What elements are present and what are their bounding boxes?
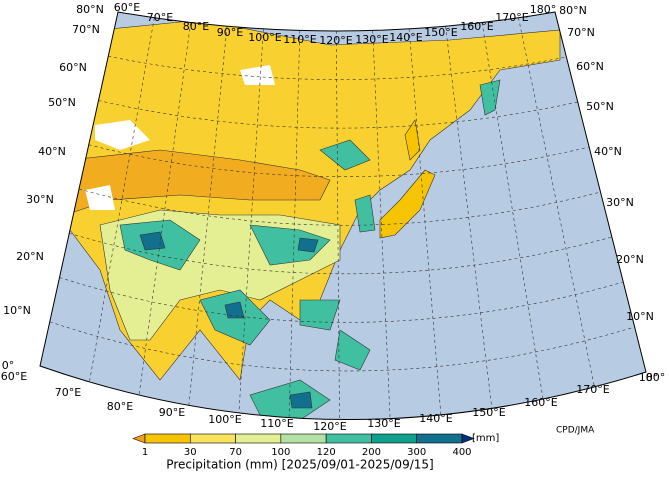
parallel <box>108 55 567 80</box>
lat-label: 60°N <box>576 60 604 73</box>
parallel <box>98 100 578 129</box>
lon-label: 160°E <box>460 20 493 33</box>
lon-label: 140°E <box>419 412 452 425</box>
colorbar-tick-label: 300 <box>407 447 426 458</box>
colorbar-tick-label: 200 <box>362 447 381 458</box>
lat-label: 50°N <box>48 96 76 109</box>
lat-label: 0° <box>2 359 15 372</box>
lon-label: 120°E <box>313 420 346 433</box>
colorbar-tick-label: 1 <box>142 447 148 458</box>
islands <box>354 79 501 233</box>
colorbar-swatch <box>144 433 191 444</box>
colorbar-tick-label: 400 <box>452 447 471 458</box>
lon-label: 80°E <box>107 400 133 413</box>
colorbar-swatch <box>280 433 327 444</box>
lat-label: 10°N <box>626 310 654 323</box>
parallel <box>49 321 635 372</box>
colorbar-swatch <box>325 433 372 444</box>
meridian <box>335 30 340 420</box>
lat-label: 60°N <box>59 61 87 74</box>
lon-label: 90°E <box>217 26 243 39</box>
lat-label: 80°N <box>76 3 104 16</box>
lon-label: 120°E <box>319 34 352 47</box>
lon-label: 70°E <box>55 386 81 399</box>
lon-label: 180° <box>639 371 666 384</box>
lon-label: 150°E <box>424 26 457 39</box>
meridian <box>138 22 191 396</box>
lon-label: 110°E <box>283 33 316 46</box>
meridian <box>89 17 155 382</box>
colorbar-swatch <box>416 433 463 444</box>
lon-label: 150°E <box>472 406 505 419</box>
colorbar-tick-label: 70 <box>229 447 242 458</box>
parallel <box>78 188 601 226</box>
lon-label: 100°E <box>248 31 281 44</box>
lon-label: 90°E <box>159 406 185 419</box>
lon-label: 70°E <box>147 11 173 24</box>
parallel <box>59 277 624 323</box>
lat-label: 70°N <box>72 23 100 36</box>
land-very-wet <box>119 139 371 420</box>
lon-label: 130°E <box>355 33 388 46</box>
land-wettest <box>139 231 319 409</box>
lon-label: 100°E <box>208 413 241 426</box>
meridian <box>372 30 391 419</box>
land-layer <box>59 19 561 420</box>
colorbar-tick-label: 30 <box>184 447 197 458</box>
lat-label: 30°N <box>26 193 54 206</box>
colorbar-swatch <box>189 433 236 444</box>
lat-label: 20°N <box>16 250 44 263</box>
lat-label: 30°N <box>606 196 634 209</box>
lat-label: 70°N <box>567 26 595 39</box>
lon-label: 140°E <box>389 31 422 44</box>
meridian <box>445 26 493 409</box>
japan <box>379 119 436 239</box>
lon-label: 180° <box>530 3 557 16</box>
colorbar-swatch <box>371 433 418 444</box>
lat-label: 80°N <box>559 4 587 17</box>
lon-label: 170°E <box>495 11 528 24</box>
lat-label: 40°N <box>38 145 66 158</box>
lon-label: 60°E <box>1 370 27 383</box>
graticule <box>49 17 635 420</box>
lon-label: 110°E <box>260 417 293 430</box>
colorbar-unit: [mm] <box>472 433 499 444</box>
lat-label: 50°N <box>586 100 614 113</box>
caption: Precipitation (mm) [2025/09/01-2025/09/1… <box>166 458 433 472</box>
credit: CPD/JMA <box>556 426 595 436</box>
lat-label: 40°N <box>594 145 622 158</box>
colorbar-swatch <box>235 433 282 444</box>
colorbar-end <box>132 433 146 444</box>
lat-label: 10°N <box>3 304 31 317</box>
colorbar-tick-label: 100 <box>271 447 290 458</box>
parallel <box>69 232 612 275</box>
lat-label: 0° <box>646 371 659 384</box>
lon-label: 80°E <box>183 20 209 33</box>
lon-label: 160°E <box>524 396 557 409</box>
colorbar-end <box>461 433 475 444</box>
map-frame <box>39 11 647 420</box>
lon-label: 170°E <box>576 383 609 396</box>
lon-label: 130°E <box>367 417 400 430</box>
parallel <box>88 144 590 177</box>
lon-label: 60°E <box>114 1 140 14</box>
lat-label: 20°N <box>616 253 644 266</box>
colorbar-tick-label: 120 <box>317 447 336 458</box>
